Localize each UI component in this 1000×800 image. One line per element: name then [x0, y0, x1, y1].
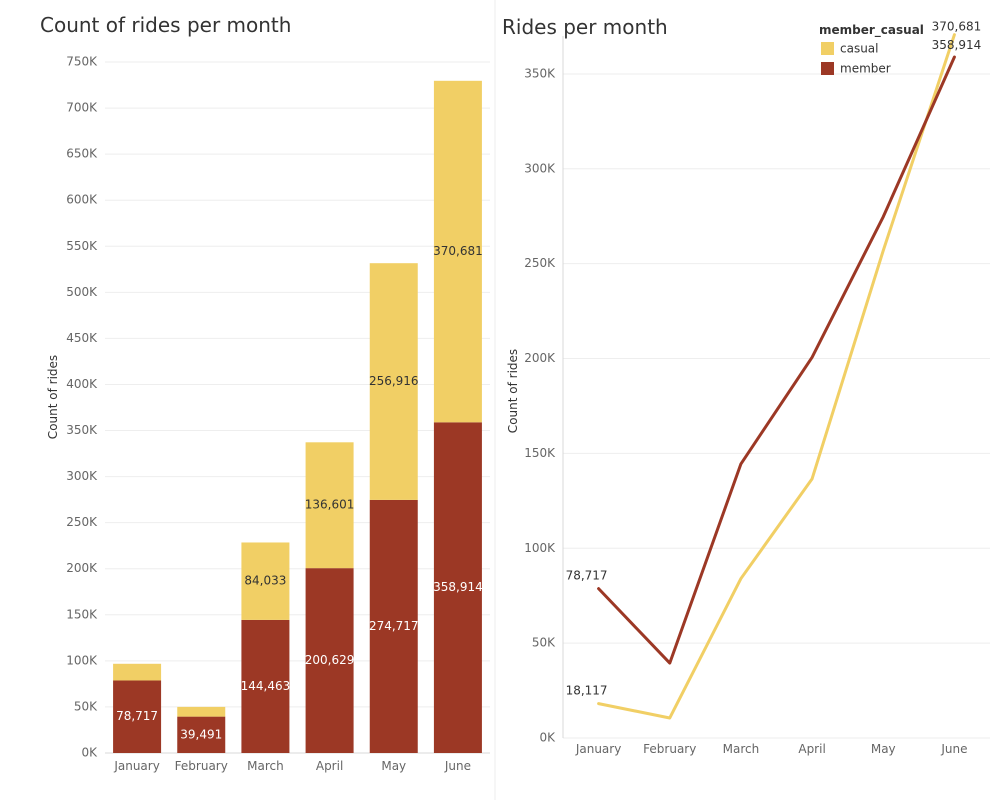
- line-chart-y-tick-label: 300K: [524, 161, 556, 175]
- bar-chart-x-tick-label: May: [381, 759, 406, 773]
- bar-casual-february: [177, 706, 226, 717]
- bar-chart-y-tick-label: 650K: [66, 147, 98, 161]
- line-point-label: 358,914: [932, 38, 982, 52]
- bar-chart-y-tick-label: 150K: [66, 607, 98, 621]
- bar-data-label: 136,601: [305, 498, 355, 512]
- bar-chart-x-tick-label: April: [316, 759, 343, 773]
- line-chart-x-tick-label: March: [723, 742, 760, 756]
- bar-member-april: [305, 568, 354, 753]
- bar-chart-x-tick-label: June: [444, 759, 471, 773]
- line-chart-y-tick-label: 200K: [524, 351, 556, 365]
- line-point-label: 78,717: [566, 569, 608, 583]
- line-chart-title: Rides per month: [502, 15, 668, 39]
- line-chart-y-tick-label: 100K: [524, 541, 556, 555]
- legend-item-member: member: [840, 62, 891, 76]
- bar-member-june: [433, 422, 482, 753]
- bar-chart-y-tick-label: 700K: [66, 101, 98, 115]
- bar-chart-y-tick-label: 300K: [66, 469, 98, 483]
- bar-chart-y-tick-label: 100K: [66, 653, 98, 667]
- line-chart-x-tick-label: February: [643, 742, 696, 756]
- bar-chart-y-tick-label: 550K: [66, 239, 98, 253]
- legend-item-casual: casual: [840, 42, 879, 56]
- bar-casual-march: [241, 542, 290, 620]
- bar-casual-june: [433, 80, 482, 423]
- bar-chart-y-tick-label: 50K: [74, 699, 98, 713]
- legend-swatch-casual: [821, 42, 834, 55]
- bar-chart-y-tick-label: 500K: [66, 285, 98, 299]
- bar-data-label: 144,463: [241, 679, 291, 693]
- bar-member-january: [113, 680, 162, 753]
- bar-member-february: [177, 716, 226, 753]
- bar-chart-y-tick-label: 400K: [66, 377, 98, 391]
- bar-data-label: 370,681: [433, 244, 483, 258]
- bar-chart-x-tick-label: March: [247, 759, 284, 773]
- line-chart-x-tick-label: May: [871, 742, 896, 756]
- bar-data-label: 200,629: [305, 653, 355, 667]
- line-chart-y-tick-label: 50K: [532, 636, 556, 650]
- line-chart-x-tick-label: June: [940, 742, 967, 756]
- legend-title: member_casual: [819, 23, 924, 38]
- line-chart-x-tick-label: April: [798, 742, 825, 756]
- bar-data-label: 256,916: [369, 374, 419, 388]
- line-series-member: [597, 55, 956, 665]
- bar-chart-y-axis-label: Count of rides: [46, 355, 60, 439]
- bar-casual-january: [113, 663, 162, 681]
- line-series-casual: [597, 33, 956, 720]
- bar-data-label: 84,033: [244, 574, 286, 588]
- bar-chart-y-tick-label: 600K: [66, 193, 98, 207]
- bar-data-label: 39,491: [180, 727, 222, 741]
- bar-chart-y-tick-label: 350K: [66, 423, 98, 437]
- bar-data-label: 78,717: [116, 709, 158, 723]
- line-chart-y-axis-label: Count of rides: [506, 349, 520, 433]
- bar-chart-y-tick-label: 250K: [66, 515, 98, 529]
- bar-chart-y-tick-label: 450K: [66, 331, 98, 345]
- bar-member-march: [241, 619, 290, 753]
- bar-data-label: 358,914: [433, 580, 483, 594]
- bar-member-may: [369, 499, 418, 753]
- line-chart-y-tick-label: 250K: [524, 256, 556, 270]
- line-chart-x-tick-label: January: [575, 742, 622, 756]
- bar-chart-x-tick-label: January: [113, 759, 160, 773]
- line-point-label: 18,117: [566, 684, 608, 698]
- bar-casual-april: [305, 442, 354, 569]
- bar-casual-may: [369, 263, 418, 500]
- line-chart-y-tick-label: 350K: [524, 66, 556, 80]
- bar-chart-x-tick-label: February: [175, 759, 228, 773]
- bar-chart-title: Count of rides per month: [40, 13, 291, 37]
- bar-chart-y-tick-label: 200K: [66, 561, 98, 575]
- line-chart-y-tick-label: 150K: [524, 446, 556, 460]
- bar-chart-y-tick-label: 750K: [66, 55, 98, 69]
- line-chart-y-tick-label: 0K: [539, 731, 556, 745]
- bar-chart-y-tick-label: 0K: [81, 746, 98, 760]
- bar-data-label: 274,717: [369, 619, 419, 633]
- legend-swatch-member: [821, 62, 834, 75]
- line-point-label: 370,681: [932, 20, 982, 34]
